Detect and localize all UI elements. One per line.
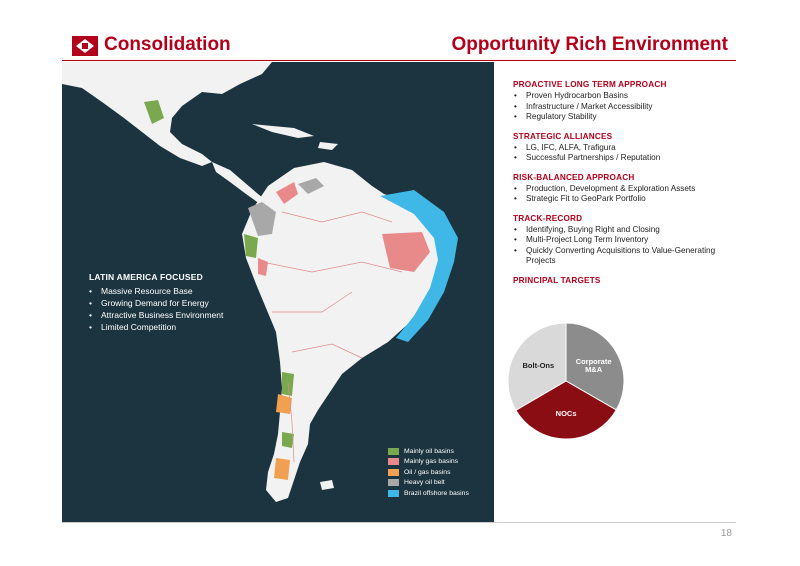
- section-heading: TRACK-RECORD: [513, 213, 583, 223]
- section-risk-balanced: RISK-BALANCED APPROACH Production, Devel…: [513, 173, 738, 205]
- section-title: Consolidation: [104, 34, 231, 55]
- legend-label: Mainly oil basins: [404, 447, 454, 455]
- legend-swatch: [388, 489, 399, 497]
- pie-label: Bolt-Ons: [523, 361, 555, 370]
- panel-title: LATIN AMERICA FOCUSED: [89, 272, 203, 282]
- legend-item: Mainly oil basins: [388, 446, 469, 457]
- pie-label: Corporate M&A: [576, 357, 612, 374]
- bullet-item: Proven Hydrocarbon Basins: [513, 91, 738, 102]
- section-track-record: TRACK-RECORD Identifying, Buying Right a…: [513, 214, 738, 267]
- section-long-term-approach: PROACTIVE LONG TERM APPROACH Proven Hydr…: [513, 80, 738, 123]
- pie-label: NOCs: [556, 409, 577, 418]
- section-principal-targets: PRINCIPAL TARGETS: [513, 276, 738, 285]
- legend-item: Mainly gas basins: [388, 457, 469, 468]
- legend-label: Oil / gas basins: [404, 468, 451, 476]
- legend-swatch: [388, 479, 399, 487]
- focus-item: Limited Competition: [89, 321, 223, 333]
- section-heading: PRINCIPAL TARGETS: [513, 275, 601, 285]
- legend-label: Mainly gas basins: [404, 458, 459, 466]
- pie-slice-corporate-m-a: [565, 322, 625, 411]
- legend-item: Heavy oil belt: [388, 478, 469, 489]
- bullet-item: Strategic Fit to GeoPark Portfolio: [513, 194, 738, 205]
- page-number: 18: [720, 528, 732, 539]
- section-strategic-alliances: STRATEGIC ALLIANCES LG, IFC, ALFA, Trafi…: [513, 132, 738, 164]
- strategy-column: PROACTIVE LONG TERM APPROACH Proven Hydr…: [513, 80, 738, 294]
- bullet-item: Identifying, Buying Right and Closing: [513, 225, 738, 236]
- bullet-item: LG, IFC, ALFA, Trafigura: [513, 143, 738, 154]
- slide-title: Opportunity Rich Environment: [451, 34, 728, 55]
- focus-item: Attractive Business Environment: [89, 309, 223, 321]
- legend-swatch: [388, 447, 399, 455]
- legend-item: Oil / gas basins: [388, 467, 469, 478]
- section-heading: RISK-BALANCED APPROACH: [513, 172, 635, 182]
- legend-swatch: [388, 458, 399, 466]
- map-illustration: [62, 62, 458, 502]
- focus-item: Growing Demand for Energy: [89, 297, 223, 309]
- bullet-item: Successful Partnerships / Reputation: [513, 153, 738, 164]
- legend-item: Brazil offshore basins: [388, 488, 469, 499]
- bullet-item: Production, Development & Exploration As…: [513, 184, 738, 195]
- legend-swatch: [388, 468, 399, 476]
- footer-divider: [62, 522, 736, 523]
- latin-america-focus-panel: LATIN AMERICA FOCUSED Massive Resource B…: [89, 272, 223, 333]
- bullet-item: Multi-Project Long Term Inventory: [513, 235, 738, 246]
- latin-america-map: LATIN AMERICA FOCUSED Massive Resource B…: [62, 62, 494, 522]
- pie-slice-bolt-ons: [507, 322, 567, 411]
- bullet-item: Regulatory Stability: [513, 112, 738, 123]
- pie-slice-nocs: [515, 380, 617, 440]
- section-heading: PROACTIVE LONG TERM APPROACH: [513, 80, 667, 89]
- bullet-item: Quickly Converting Acquisitions to Value…: [513, 246, 738, 267]
- bullet-item: Infrastructure / Market Accessibility: [513, 102, 738, 113]
- company-logo-icon: [72, 36, 98, 56]
- principal-targets-pie-chart: Corporate M&A NOCs Bolt-Ons: [507, 322, 625, 440]
- map-legend: Mainly oil basins Mainly gas basins Oil …: [388, 446, 469, 499]
- section-heading: STRATEGIC ALLIANCES: [513, 131, 613, 141]
- header-divider: [62, 60, 736, 61]
- legend-label: Brazil offshore basins: [404, 489, 469, 497]
- focus-item: Massive Resource Base: [89, 285, 223, 297]
- legend-label: Heavy oil belt: [404, 479, 445, 487]
